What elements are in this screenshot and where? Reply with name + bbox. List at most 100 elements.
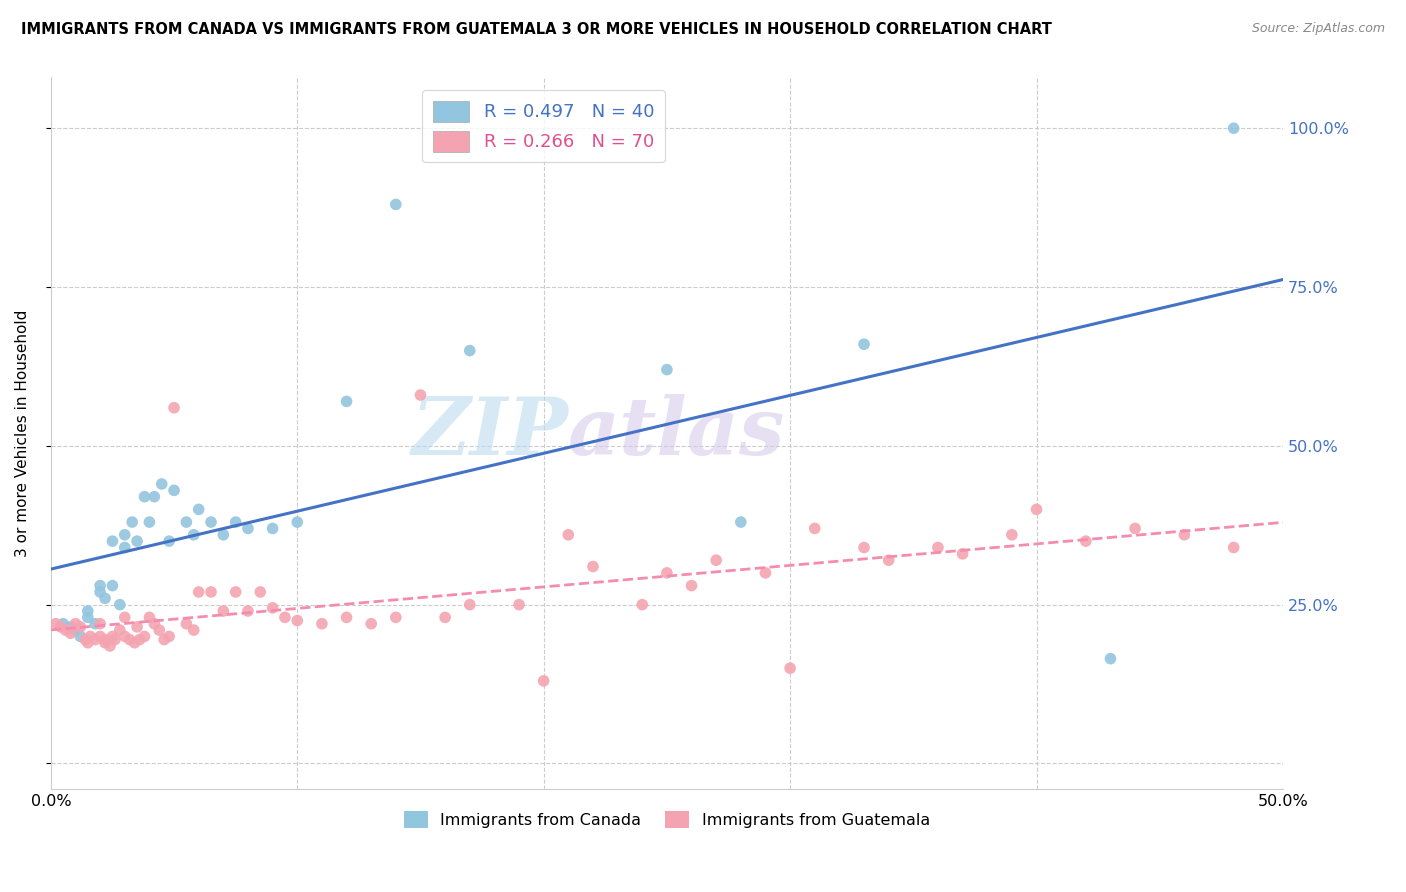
Text: Source: ZipAtlas.com: Source: ZipAtlas.com	[1251, 22, 1385, 36]
Point	[187, 502, 209, 516]
Point	[89, 629, 111, 643]
Point	[84, 616, 107, 631]
Point	[114, 610, 136, 624]
Point	[65, 616, 87, 631]
Point	[134, 490, 156, 504]
Point	[98, 639, 121, 653]
Point	[76, 604, 98, 618]
Point	[125, 620, 148, 634]
Point	[101, 534, 124, 549]
Point	[89, 616, 111, 631]
Point	[118, 632, 141, 647]
Point	[1222, 541, 1244, 555]
Point	[225, 515, 247, 529]
Point	[927, 541, 949, 555]
Point	[1099, 651, 1122, 665]
Point	[434, 610, 457, 624]
Point	[108, 623, 131, 637]
Point	[75, 632, 97, 647]
Point	[508, 598, 530, 612]
Point	[84, 632, 107, 647]
Point	[148, 623, 170, 637]
Point	[409, 388, 432, 402]
Point	[114, 541, 136, 555]
Point	[94, 636, 117, 650]
Point	[385, 197, 408, 211]
Point	[128, 632, 150, 647]
Y-axis label: 3 or more Vehicles in Household: 3 or more Vehicles in Household	[15, 310, 30, 557]
Point	[187, 585, 209, 599]
Point	[803, 521, 825, 535]
Point	[335, 610, 357, 624]
Point	[94, 632, 117, 647]
Point	[163, 401, 186, 415]
Point	[104, 632, 127, 647]
Point	[458, 343, 481, 358]
Point	[59, 620, 82, 634]
Point	[730, 515, 752, 529]
Point	[134, 629, 156, 643]
Point	[311, 616, 333, 631]
Point	[157, 534, 180, 549]
Text: IMMIGRANTS FROM CANADA VS IMMIGRANTS FROM GUATEMALA 3 OR MORE VEHICLES IN HOUSEH: IMMIGRANTS FROM CANADA VS IMMIGRANTS FRO…	[21, 22, 1052, 37]
Point	[121, 515, 143, 529]
Point	[76, 610, 98, 624]
Point	[249, 585, 271, 599]
Point	[52, 616, 75, 631]
Point	[163, 483, 186, 498]
Point	[101, 629, 124, 643]
Point	[1025, 502, 1047, 516]
Point	[176, 515, 198, 529]
Point	[754, 566, 776, 580]
Point	[212, 528, 235, 542]
Point	[1074, 534, 1097, 549]
Point	[59, 626, 82, 640]
Point	[285, 515, 308, 529]
Point	[557, 528, 579, 542]
Point	[114, 528, 136, 542]
Legend: Immigrants from Canada, Immigrants from Guatemala: Immigrants from Canada, Immigrants from …	[396, 805, 936, 834]
Point	[108, 598, 131, 612]
Text: atlas: atlas	[568, 394, 786, 472]
Point	[212, 604, 235, 618]
Point	[153, 632, 176, 647]
Point	[143, 490, 166, 504]
Point	[236, 604, 259, 618]
Point	[582, 559, 605, 574]
Point	[143, 616, 166, 631]
Point	[200, 515, 222, 529]
Point	[69, 620, 91, 634]
Point	[55, 623, 77, 637]
Point	[779, 661, 801, 675]
Point	[533, 673, 555, 688]
Point	[458, 598, 481, 612]
Point	[631, 598, 654, 612]
Point	[89, 585, 111, 599]
Point	[262, 521, 284, 535]
Point	[335, 394, 357, 409]
Point	[94, 591, 117, 606]
Point	[138, 515, 160, 529]
Point	[157, 629, 180, 643]
Point	[681, 579, 703, 593]
Point	[114, 629, 136, 643]
Point	[952, 547, 974, 561]
Point	[125, 534, 148, 549]
Point	[138, 610, 160, 624]
Point	[655, 362, 678, 376]
Point	[877, 553, 900, 567]
Point	[176, 616, 198, 631]
Point	[1001, 528, 1024, 542]
Point	[704, 553, 727, 567]
Point	[853, 541, 876, 555]
Point	[853, 337, 876, 351]
Point	[89, 579, 111, 593]
Text: ZIP: ZIP	[412, 394, 568, 472]
Point	[183, 528, 205, 542]
Point	[200, 585, 222, 599]
Point	[262, 600, 284, 615]
Point	[65, 623, 87, 637]
Point	[655, 566, 678, 580]
Point	[49, 620, 72, 634]
Point	[150, 477, 173, 491]
